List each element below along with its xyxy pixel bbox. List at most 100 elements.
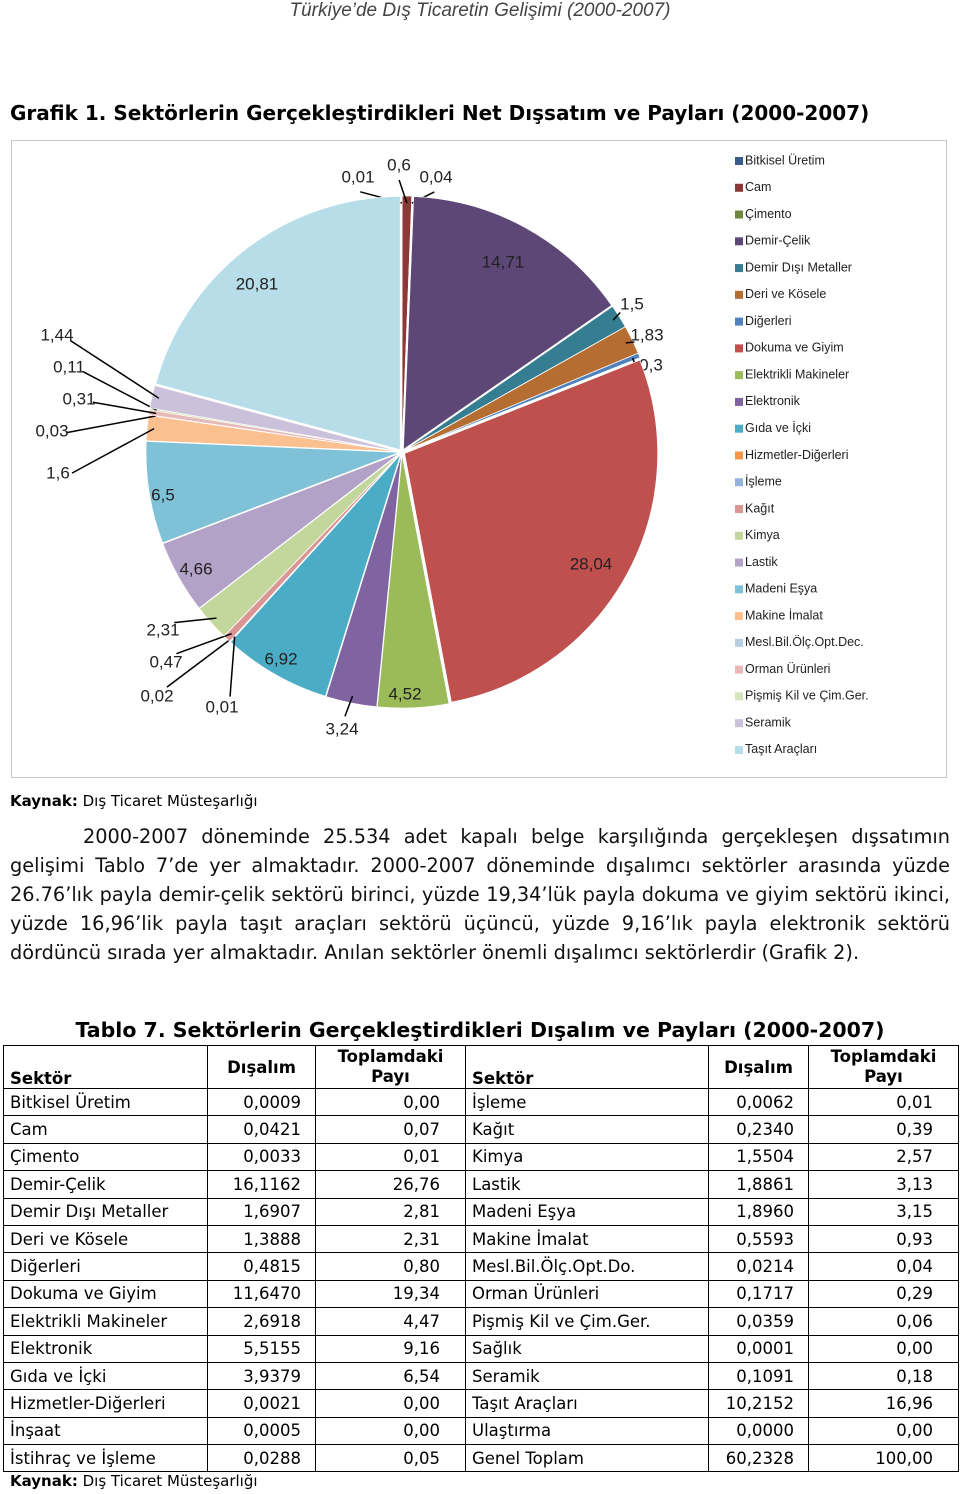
table-cell: Ulaştırma [465, 1416, 709, 1446]
source-label: Kaynak: [10, 792, 78, 810]
legend-swatch [735, 371, 743, 380]
figure-source: Kaynak: Dış Ticaret Müsteşarlığı [10, 792, 258, 810]
table-cell: Diğerleri [3, 1252, 208, 1281]
leader-line [229, 636, 236, 697]
table-cell: 10,2152 [708, 1389, 809, 1418]
legend-swatch [735, 237, 743, 246]
table-cell: 0,01 [808, 1087, 959, 1117]
table-cell: 0,0421 [207, 1115, 316, 1144]
table-cell: 0,39 [808, 1115, 959, 1144]
table-cell: Makine İmalat [465, 1224, 709, 1254]
legend-swatch [735, 424, 743, 433]
table-cell: Hizmetler-Diğerleri [3, 1389, 208, 1418]
legend-label: Bitkisel Üretim [745, 153, 825, 167]
data-label: 20,81 [236, 274, 279, 293]
table-cell: 0,0000 [708, 1416, 809, 1446]
table-row: Dokuma ve Giyim 11,6470 19,34 Orman Ürünler… [3, 1279, 959, 1309]
legend-label: Cam [745, 180, 771, 194]
table-cell: Kimya [465, 1142, 709, 1172]
legend-swatch [735, 558, 743, 567]
leader-line [92, 401, 157, 415]
table-cell: 0,0062 [708, 1087, 809, 1117]
pie-slice [401, 195, 413, 450]
leader-line [612, 312, 621, 321]
table-cell: 0,01 [315, 1142, 466, 1172]
table-cell: 1,6907 [207, 1197, 316, 1226]
table-cell: 0,0359 [708, 1307, 809, 1336]
table-source: Kaynak: Dış Ticaret Müsteşarlığı [10, 1472, 258, 1490]
leader-line [69, 339, 160, 399]
table-cell: 2,31 [315, 1224, 466, 1254]
data-label: 0,02 [140, 686, 173, 705]
header-cell: Dışalım [708, 1045, 809, 1089]
legend-label: Kağıt [745, 501, 775, 515]
legend-label: Hizmetler-Diğerleri [745, 448, 849, 462]
table-cell: 11,6470 [207, 1279, 316, 1309]
table-cell: 60,2328 [708, 1444, 809, 1473]
table-cell: 4,47 [315, 1307, 466, 1336]
table-header-row: Sektör Dışalım Toplamdaki Payı Sektör Dışalı… [3, 1045, 959, 1089]
leader-line [82, 370, 157, 411]
table-cell: 3,15 [808, 1197, 959, 1226]
legend-swatch [735, 478, 743, 487]
header-cell: Sektör [465, 1045, 709, 1089]
data-label: 2,31 [146, 620, 179, 639]
table-cell: Kağıt [465, 1115, 709, 1144]
header-text: Dışalım [227, 1057, 296, 1077]
table-cell: 6,54 [315, 1361, 466, 1391]
data-label: 4,66 [179, 559, 212, 578]
table-cell: 2,81 [315, 1197, 466, 1226]
pie-slice [404, 359, 658, 703]
data-label: 0,04 [419, 167, 452, 186]
leader-line [174, 617, 217, 624]
table-cell: 0,0005 [207, 1416, 316, 1446]
table-row: Demir Dışı Metaller 1,6907 2,81 Madeni Eşya… [3, 1197, 959, 1226]
data-label: 1,5 [620, 294, 644, 313]
table-cell: 1,8861 [708, 1170, 809, 1199]
pie-slice [155, 196, 401, 451]
table-cell: Orman Ürünleri [465, 1279, 709, 1309]
table-cell: 0,00 [808, 1334, 959, 1363]
table-cell: 26,76 [315, 1170, 466, 1199]
table-cell: Mesl.Bil.Ölç.Opt.Do. [465, 1252, 709, 1281]
table-cell: 9,16 [315, 1334, 466, 1363]
legend-label: Madeni Eşya [745, 582, 817, 596]
table-cell: 3,9379 [207, 1361, 316, 1391]
data-label: 0,01 [341, 167, 374, 186]
legend-label: Orman Ürünleri [745, 662, 830, 676]
legend-swatch [735, 183, 743, 192]
figure-title: Grafik 1. Sektörlerin Gerçekleştirdikler… [10, 101, 870, 125]
table-cell: Bitkisel Üretim [3, 1087, 208, 1117]
table-cell: Seramik [465, 1361, 709, 1391]
table-cell: 0,0009 [207, 1087, 316, 1117]
leader-line [166, 635, 235, 688]
header-text: Sektör [10, 1069, 72, 1088]
table-cell: 19,34 [315, 1279, 466, 1309]
pie-slice [377, 454, 450, 709]
legend-label: Lastik [745, 555, 778, 569]
data-label: 6,92 [264, 649, 297, 668]
legend-swatch [735, 745, 743, 754]
legend-swatch [735, 505, 743, 514]
leader-line [65, 415, 156, 434]
legend-swatch [735, 719, 743, 728]
legend-swatch [735, 397, 743, 406]
header-text: Toplamdaki Payı [830, 1047, 937, 1086]
header-cell: Toplamdaki Payı [315, 1045, 466, 1089]
table-cell: 0,04 [808, 1252, 959, 1281]
pie-slice [230, 454, 401, 697]
legend-label: Çimento [745, 207, 792, 221]
legend-swatch [735, 344, 743, 353]
data-label: 4,52 [388, 684, 421, 703]
data-label: 3,24 [325, 719, 358, 738]
table-cell: 16,96 [808, 1389, 959, 1418]
table-cell: 3,13 [808, 1170, 959, 1199]
data-label: 1,44 [40, 325, 73, 344]
leader-line [71, 427, 155, 474]
table-cell: 0,0021 [207, 1389, 316, 1418]
legend-label: Demir Dışı Metaller [745, 260, 852, 274]
pie-slice [149, 385, 400, 452]
table-cell: 0,05 [315, 1444, 466, 1473]
table-cell: Lastik [465, 1170, 709, 1199]
chart: 0,01 0,6 0,04 14,71 1,5 1,83 0,3 28,04 4,52 3,24 6… [11, 140, 947, 778]
